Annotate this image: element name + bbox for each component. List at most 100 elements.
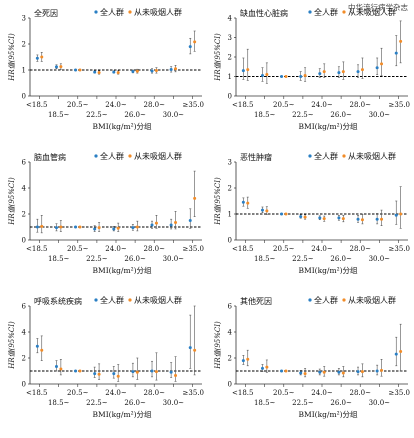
x-tick-label: 30.0~ xyxy=(369,255,391,263)
x-tick-label: 24.0~ xyxy=(311,101,333,109)
x-tick-label: 18.5~ xyxy=(254,255,276,263)
legend-label-all: 全人群 xyxy=(314,151,338,161)
data-point xyxy=(188,45,192,49)
x-tick-label: ≥35.0 xyxy=(183,101,204,109)
x-tick-label: 26.0~ xyxy=(330,255,352,263)
x-axis-label: BMI(kg/m²)分组 xyxy=(299,409,358,419)
y-axis-label: HR值(95%CI) xyxy=(214,177,222,226)
data-point xyxy=(260,208,264,212)
data-point xyxy=(399,212,403,216)
data-point xyxy=(318,72,322,76)
data-point xyxy=(154,69,158,73)
x-tick-label: 22.5~ xyxy=(292,255,314,263)
data-point xyxy=(35,56,39,60)
legend-label-never: 从未吸烟人群 xyxy=(134,295,182,305)
x-tick-label: 30.0~ xyxy=(163,111,185,119)
data-point xyxy=(135,69,139,73)
x-axis-label: BMI(kg/m²)分组 xyxy=(93,409,152,419)
x-tick-label: 24.0~ xyxy=(311,389,333,397)
data-point xyxy=(154,370,158,374)
data-point xyxy=(112,227,116,231)
x-tick-label: 30.0~ xyxy=(163,255,185,263)
data-point xyxy=(360,370,364,374)
chart-panel: 0 1 2 3 4 HR值(95%CI) <18.518.5~ 20.5~ 22.5~ 24.0~… xyxy=(214,7,410,131)
data-point xyxy=(74,369,78,373)
chart-panel: 0 2 4 6 HR值(95%CI) <18.518.5~ 20.5~ 22.5~ 24.0~ 2… xyxy=(8,151,204,275)
data-point xyxy=(135,225,139,229)
legend-marker-all xyxy=(308,154,312,158)
data-point xyxy=(394,51,398,55)
data-point xyxy=(116,226,120,230)
data-point xyxy=(399,39,403,43)
chart-panel: 0 1 2 3 HR值(95%CI) <18.518.5~ 20.5~ 22.5~ 24.0~ 2… xyxy=(8,7,204,131)
y-tick-label: 3 xyxy=(228,159,232,167)
data-point xyxy=(375,66,379,70)
data-point xyxy=(299,75,303,78)
chart-panel: 0 1 2 3 HR值(95%CI) <18.518.5~ 20.5~ 22.5~ 24.0~ 2… xyxy=(214,151,410,275)
data-point xyxy=(169,223,173,227)
x-tick-label: 26.0~ xyxy=(124,399,146,407)
data-point xyxy=(380,368,384,372)
panel-title: 其他死因 xyxy=(240,296,272,306)
legend-marker-all xyxy=(94,10,98,14)
data-point xyxy=(116,71,120,75)
data-point xyxy=(131,226,135,230)
panel-title: 缺血性心脏病 xyxy=(240,8,288,18)
data-point xyxy=(131,370,135,374)
chart-panel: 0 2 4 6 HR值(95%CI) <18.518.5~ 20.5~ 22.5~ 24.0~ 2… xyxy=(214,295,410,419)
data-point xyxy=(35,344,39,348)
data-point xyxy=(394,352,398,356)
data-point xyxy=(59,225,63,229)
data-point xyxy=(193,40,197,44)
x-tick-label: ≥35.0 xyxy=(183,389,204,397)
data-point xyxy=(78,225,82,229)
x-tick-label: 20.5~ xyxy=(67,245,89,253)
data-point xyxy=(93,227,97,231)
x-tick-label: 18.5~ xyxy=(48,255,70,263)
y-tick-label: 2 xyxy=(228,185,232,193)
data-point xyxy=(375,217,379,221)
data-point xyxy=(40,55,44,59)
y-tick-label: 0 xyxy=(228,237,232,245)
x-tick-label: 28.0~ xyxy=(143,101,165,109)
data-point xyxy=(150,369,154,373)
data-point xyxy=(169,370,173,374)
data-point xyxy=(54,65,58,69)
x-tick-label: <18.5 xyxy=(26,245,47,253)
data-point xyxy=(341,70,345,74)
data-point xyxy=(241,200,245,204)
x-tick-label: 28.0~ xyxy=(349,101,371,109)
data-point xyxy=(246,68,250,72)
y-tick-label: 0 xyxy=(22,93,26,101)
x-tick-label: 18.5~ xyxy=(48,111,70,119)
data-point xyxy=(322,70,326,74)
x-tick-label: 28.0~ xyxy=(349,389,371,397)
x-tick-label: 30.0~ xyxy=(369,111,391,119)
y-tick-label: 6 xyxy=(22,303,27,311)
legend-marker-never xyxy=(128,298,132,302)
x-tick-label: 24.0~ xyxy=(105,101,127,109)
x-tick-label: 24.0~ xyxy=(311,245,333,253)
data-point xyxy=(246,357,250,361)
x-axis-label: BMI(kg/m²)分组 xyxy=(299,121,358,131)
y-tick-label: 2 xyxy=(22,211,26,219)
x-tick-label: 28.0~ xyxy=(349,245,371,253)
x-tick-label: 22.5~ xyxy=(86,399,108,407)
data-point xyxy=(188,219,192,222)
x-tick-label: 30.0~ xyxy=(369,399,391,407)
legend-label-never: 从未吸烟人群 xyxy=(348,7,396,17)
legend-marker-all xyxy=(94,298,98,302)
y-tick-label: 4 xyxy=(228,15,233,23)
legend-label-never: 从未吸烟人群 xyxy=(348,151,396,161)
y-tick-label: 3 xyxy=(22,15,26,23)
data-point xyxy=(284,75,288,78)
x-tick-label: 22.5~ xyxy=(292,111,314,119)
x-tick-label: 26.0~ xyxy=(124,111,146,119)
x-tick-label: <18.5 xyxy=(232,389,253,397)
panel-title: 脑血管病 xyxy=(34,152,66,162)
data-point xyxy=(174,374,178,378)
legend-marker-never xyxy=(342,298,346,302)
data-point xyxy=(303,215,307,219)
x-axis-label: BMI(kg/m²)分组 xyxy=(93,121,152,131)
